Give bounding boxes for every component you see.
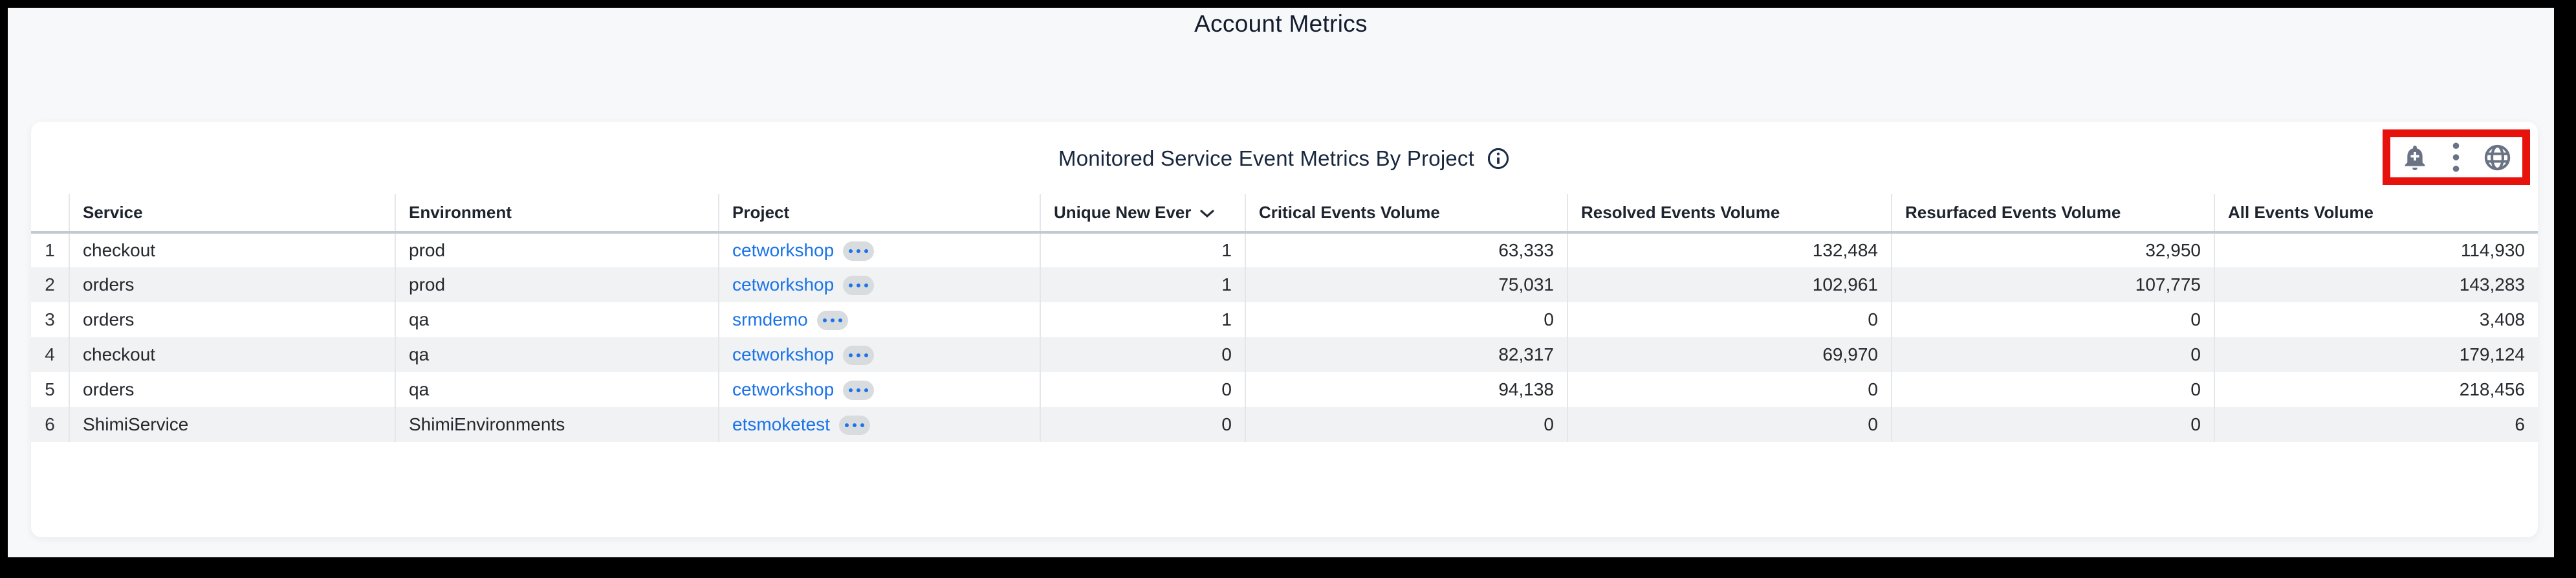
cell-critical: 82,317 <box>1245 337 1567 372</box>
cell-resolved: 132,484 <box>1567 232 1892 267</box>
project-link[interactable]: cetworkshop <box>732 379 835 399</box>
cell-project: cetworkshop <box>718 372 1040 407</box>
cell-unique_new: 1 <box>1040 302 1245 337</box>
table-row: 2 orders prod cetworkshop 1 75,031 102,961 107,… <box>31 267 2538 302</box>
cell-service: checkout <box>69 232 395 267</box>
cell-all: 143,283 <box>2214 267 2538 302</box>
cell-resurfaced: 0 <box>1891 337 2214 372</box>
ellipsis-pill[interactable] <box>838 416 870 436</box>
metrics-table: Service Environment Project Unique New Ever… <box>31 194 2538 442</box>
column-header-environment[interactable]: Environment <box>395 194 719 234</box>
column-header-resolved[interactable]: Resolved Events Volume <box>1567 194 1892 234</box>
cell-unique_new: 1 <box>1040 267 1245 302</box>
cell-service: orders <box>69 302 395 337</box>
cell-environment: qa <box>395 337 719 372</box>
table-row: 1 checkout prod cetworkshop 1 63,333 132,484 32… <box>31 232 2538 267</box>
annotation-highlight-box <box>2383 129 2530 185</box>
cell-critical: 94,138 <box>1245 372 1567 407</box>
cell-unique_new: 0 <box>1040 372 1245 407</box>
ellipsis-pill[interactable] <box>843 276 875 296</box>
cell-unique_new: 0 <box>1040 337 1245 372</box>
column-header-unique_new[interactable]: Unique New Ever <box>1040 194 1245 234</box>
cell-all: 6 <box>2214 407 2538 442</box>
cell-critical: 75,031 <box>1245 267 1567 302</box>
ellipsis-pill[interactable] <box>843 381 875 401</box>
cell-project: cetworkshop <box>718 232 1040 267</box>
cell-environment: prod <box>395 267 719 302</box>
metrics-panel: Monitored Service Event Metrics By Proje… <box>31 122 2538 537</box>
page-title: Account Metrics <box>1194 10 1368 37</box>
cell-critical: 63,333 <box>1245 232 1567 267</box>
cell-project: cetworkshop <box>718 337 1040 372</box>
cell-all: 179,124 <box>2214 337 2538 372</box>
cell-unique_new: 1 <box>1040 232 1245 267</box>
ellipsis-pill[interactable] <box>843 346 875 366</box>
cell-num: 1 <box>45 240 55 260</box>
dashboard-page: Account Metrics Monitored Service Event … <box>8 8 2554 557</box>
globe-icon[interactable] <box>2482 142 2513 173</box>
cell-service: orders <box>69 372 395 407</box>
cell-project: srmdemo <box>718 302 1040 337</box>
cell-resolved: 69,970 <box>1567 337 1892 372</box>
project-link[interactable]: etsmoketest <box>732 414 830 434</box>
column-header-resurfaced[interactable]: Resurfaced Events Volume <box>1891 194 2214 234</box>
table-row: 5 orders qa cetworkshop 0 94,138 0 0 218,456 <box>31 372 2538 407</box>
cell-all: 3,408 <box>2214 302 2538 337</box>
cell-all: 114,930 <box>2214 232 2538 267</box>
ellipsis-pill[interactable] <box>843 241 875 261</box>
cell-num: 3 <box>45 309 55 329</box>
cell-resolved: 0 <box>1567 372 1892 407</box>
panel-header: Monitored Service Event Metrics By Proje… <box>31 131 2538 186</box>
cell-environment: qa <box>395 372 719 407</box>
project-link[interactable]: cetworkshop <box>732 274 835 295</box>
cell-resolved: 0 <box>1567 302 1892 337</box>
cell-critical: 0 <box>1245 407 1567 442</box>
column-header-service[interactable]: Service <box>69 194 395 234</box>
cell-all: 218,456 <box>2214 372 2538 407</box>
cell-critical: 0 <box>1245 302 1567 337</box>
info-icon[interactable] <box>1486 146 1511 171</box>
cell-resurfaced: 107,775 <box>1891 267 2214 302</box>
cell-resurfaced: 32,950 <box>1891 232 2214 267</box>
project-link[interactable]: cetworkshop <box>732 344 835 364</box>
kebab-menu-icon[interactable] <box>2452 142 2460 173</box>
table-header-row: Service Environment Project Unique New Ever… <box>31 194 2538 234</box>
cell-num: 5 <box>45 379 55 399</box>
cell-service: orders <box>69 267 395 302</box>
cell-num: 6 <box>45 414 55 434</box>
cell-environment: ShimiEnvironments <box>395 407 719 442</box>
cell-resolved: 102,961 <box>1567 267 1892 302</box>
table-row: 4 checkout qa cetworkshop 0 82,317 69,970 0 179,… <box>31 337 2538 372</box>
cell-environment: prod <box>395 232 719 267</box>
cell-project: etsmoketest <box>718 407 1040 442</box>
cell-project: cetworkshop <box>718 267 1040 302</box>
cell-service: ShimiService <box>69 407 395 442</box>
add-alert-icon[interactable] <box>2400 142 2430 173</box>
cell-num: 2 <box>45 274 55 295</box>
panel-title: Monitored Service Event Metrics By Proje… <box>1058 146 1474 170</box>
cell-resolved: 0 <box>1567 407 1892 442</box>
cell-service: checkout <box>69 337 395 372</box>
table-row: 3 orders qa srmdemo 1 0 0 0 3,408 <box>31 302 2538 337</box>
table-row: 6 ShimiService ShimiEnvironments etsmoketes… <box>31 407 2538 442</box>
cell-num: 4 <box>45 344 55 364</box>
cell-resurfaced: 0 <box>1891 407 2214 442</box>
cell-environment: qa <box>395 302 719 337</box>
column-header-all[interactable]: All Events Volume <box>2214 194 2538 234</box>
column-header-project[interactable]: Project <box>718 194 1040 234</box>
column-header-num[interactable] <box>31 194 69 234</box>
cell-resurfaced: 0 <box>1891 302 2214 337</box>
column-header-critical[interactable]: Critical Events Volume <box>1245 194 1567 234</box>
project-link[interactable]: srmdemo <box>732 309 808 329</box>
project-link[interactable]: cetworkshop <box>732 239 835 260</box>
cell-unique_new: 0 <box>1040 407 1245 442</box>
table-body: 1 checkout prod cetworkshop 1 63,333 132,484 32… <box>31 232 2538 442</box>
cell-resurfaced: 0 <box>1891 372 2214 407</box>
ellipsis-pill[interactable] <box>816 311 848 331</box>
